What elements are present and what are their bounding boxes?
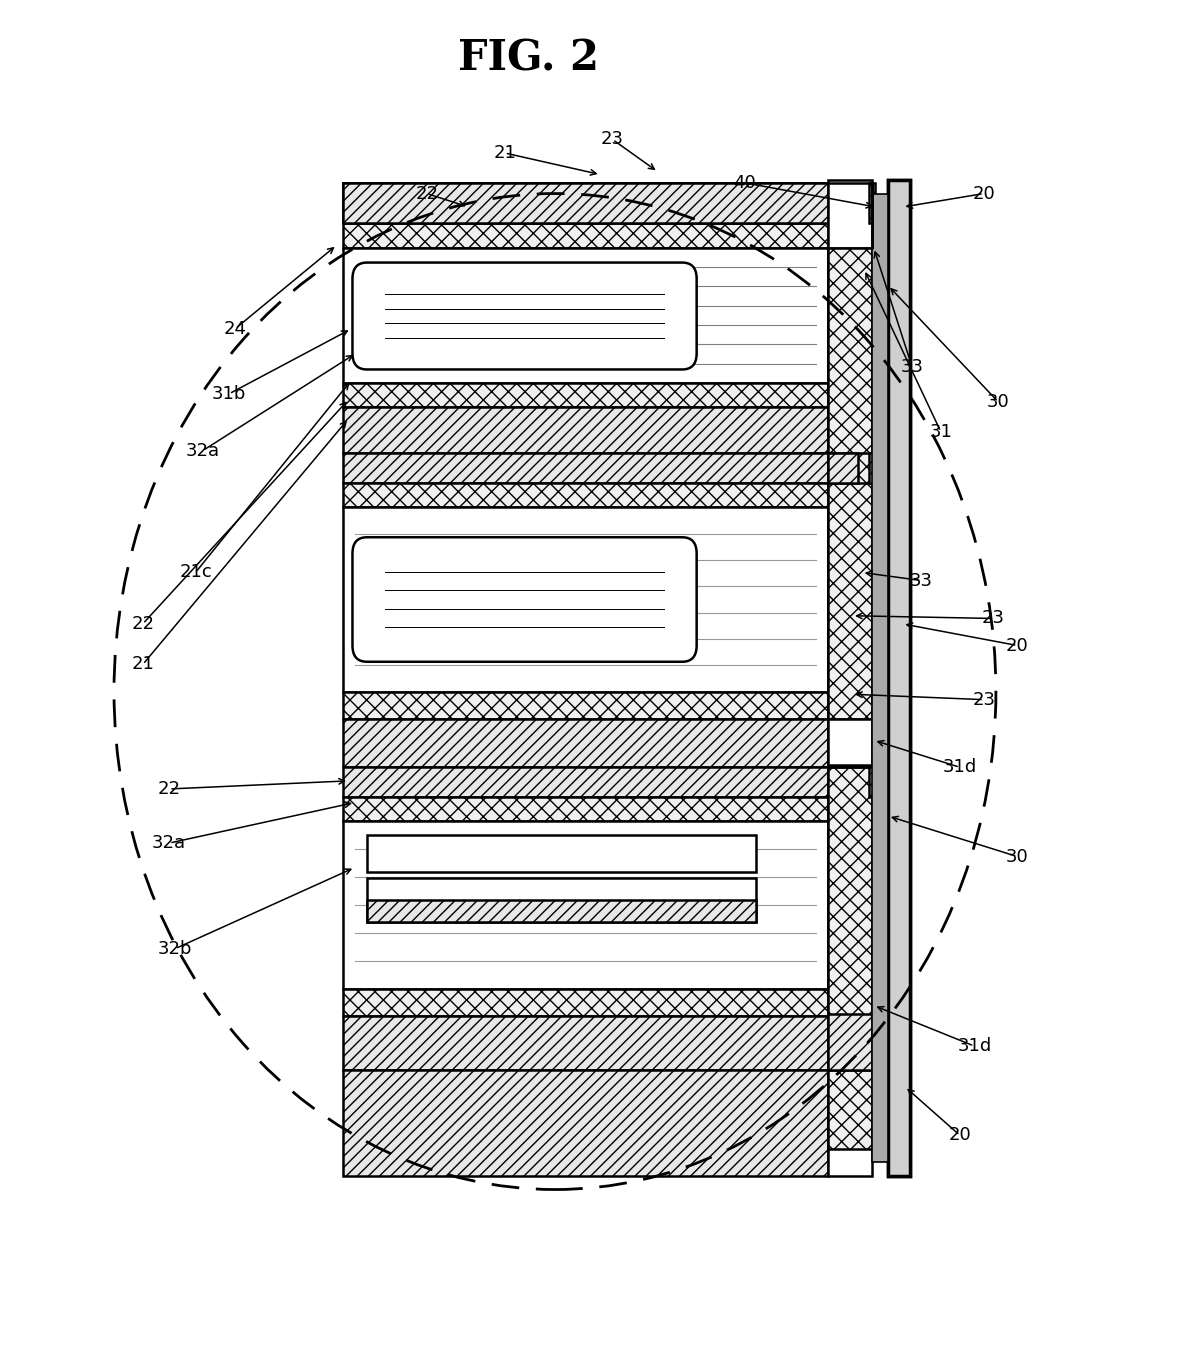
Bar bbox=[342, 1016, 829, 1070]
Bar bbox=[829, 453, 859, 483]
Bar bbox=[366, 900, 757, 922]
Bar bbox=[829, 248, 872, 453]
Text: 23: 23 bbox=[600, 130, 625, 148]
Text: 30: 30 bbox=[1006, 848, 1029, 865]
Bar bbox=[366, 879, 757, 922]
Text: 33: 33 bbox=[910, 572, 933, 590]
Text: 40: 40 bbox=[733, 174, 755, 191]
Bar bbox=[872, 194, 888, 1162]
Bar bbox=[342, 407, 829, 453]
Text: 32b: 32b bbox=[157, 940, 192, 957]
Text: 20: 20 bbox=[973, 184, 996, 202]
Bar bbox=[366, 835, 757, 872]
Bar bbox=[868, 183, 874, 224]
Text: 21: 21 bbox=[494, 144, 516, 161]
Bar bbox=[342, 1070, 829, 1176]
Circle shape bbox=[114, 194, 996, 1189]
Text: 23: 23 bbox=[982, 609, 1005, 628]
Bar bbox=[829, 180, 872, 1176]
Text: FIG. 2: FIG. 2 bbox=[458, 37, 599, 79]
Text: 22: 22 bbox=[131, 614, 154, 633]
Bar bbox=[342, 692, 829, 719]
Text: 20: 20 bbox=[949, 1127, 972, 1144]
Bar bbox=[342, 507, 829, 692]
Bar bbox=[829, 1013, 872, 1070]
Bar bbox=[342, 224, 829, 248]
Text: 24: 24 bbox=[223, 320, 246, 338]
Bar bbox=[342, 382, 829, 407]
Bar bbox=[829, 767, 872, 1016]
Bar bbox=[342, 767, 829, 797]
Bar bbox=[868, 453, 874, 483]
Text: 31d: 31d bbox=[943, 758, 978, 777]
Text: 21: 21 bbox=[131, 655, 154, 674]
Bar bbox=[342, 183, 829, 224]
Text: 33: 33 bbox=[901, 358, 924, 376]
Bar bbox=[868, 767, 874, 797]
Bar bbox=[342, 822, 829, 990]
Bar bbox=[342, 990, 829, 1016]
Bar bbox=[342, 183, 829, 224]
Text: 20: 20 bbox=[1006, 636, 1029, 655]
Text: 32a: 32a bbox=[186, 442, 220, 460]
Bar bbox=[888, 180, 909, 1176]
Bar bbox=[829, 1070, 872, 1149]
Bar bbox=[829, 765, 872, 767]
Text: 30: 30 bbox=[987, 393, 1010, 411]
Bar bbox=[342, 797, 829, 822]
Text: 22: 22 bbox=[416, 184, 438, 202]
Bar bbox=[342, 453, 829, 483]
Text: 22: 22 bbox=[157, 780, 180, 797]
Bar bbox=[829, 719, 872, 767]
Bar bbox=[342, 483, 829, 507]
FancyBboxPatch shape bbox=[352, 537, 697, 662]
Bar bbox=[342, 719, 829, 767]
Text: 31d: 31d bbox=[957, 1037, 992, 1055]
Bar bbox=[342, 183, 872, 224]
Text: 21c: 21c bbox=[179, 564, 211, 582]
Text: 31b: 31b bbox=[211, 385, 246, 403]
Bar bbox=[888, 180, 909, 1176]
Bar bbox=[342, 248, 829, 382]
Text: 23: 23 bbox=[973, 690, 996, 709]
Text: 32a: 32a bbox=[153, 834, 186, 852]
Bar bbox=[829, 248, 872, 719]
FancyBboxPatch shape bbox=[352, 263, 697, 369]
Bar bbox=[829, 483, 872, 719]
Text: 31: 31 bbox=[930, 423, 952, 441]
